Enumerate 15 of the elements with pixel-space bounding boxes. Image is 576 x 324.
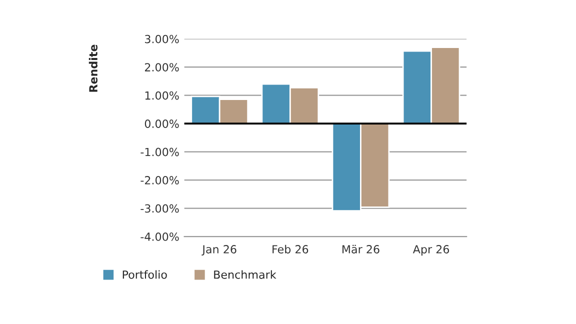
y-tick-label: -2.00% (140, 176, 179, 184)
x-tick-label: Jan 26 (202, 245, 236, 256)
y-tick-label: -1.00% (140, 148, 179, 156)
x-tick-label: Mär 26 (342, 244, 380, 254)
legend-label: Benchmark (214, 270, 276, 279)
x-tick-label: Feb 26 (272, 244, 308, 254)
y-tick-label: -4.00% (140, 232, 179, 241)
y-tick-label: 2.00% (144, 63, 179, 72)
x-tick-label: Apr 26 (412, 245, 450, 256)
legend-label: Portfolio (122, 270, 167, 279)
y-axis-title: Rendite (88, 44, 98, 92)
y-tick-label: 1.00% (145, 91, 179, 100)
y-tick-label: 3.00% (145, 34, 179, 44)
y-tick-label: -3.00% (140, 204, 179, 213)
y-tick-label: 0.00% (144, 120, 179, 128)
